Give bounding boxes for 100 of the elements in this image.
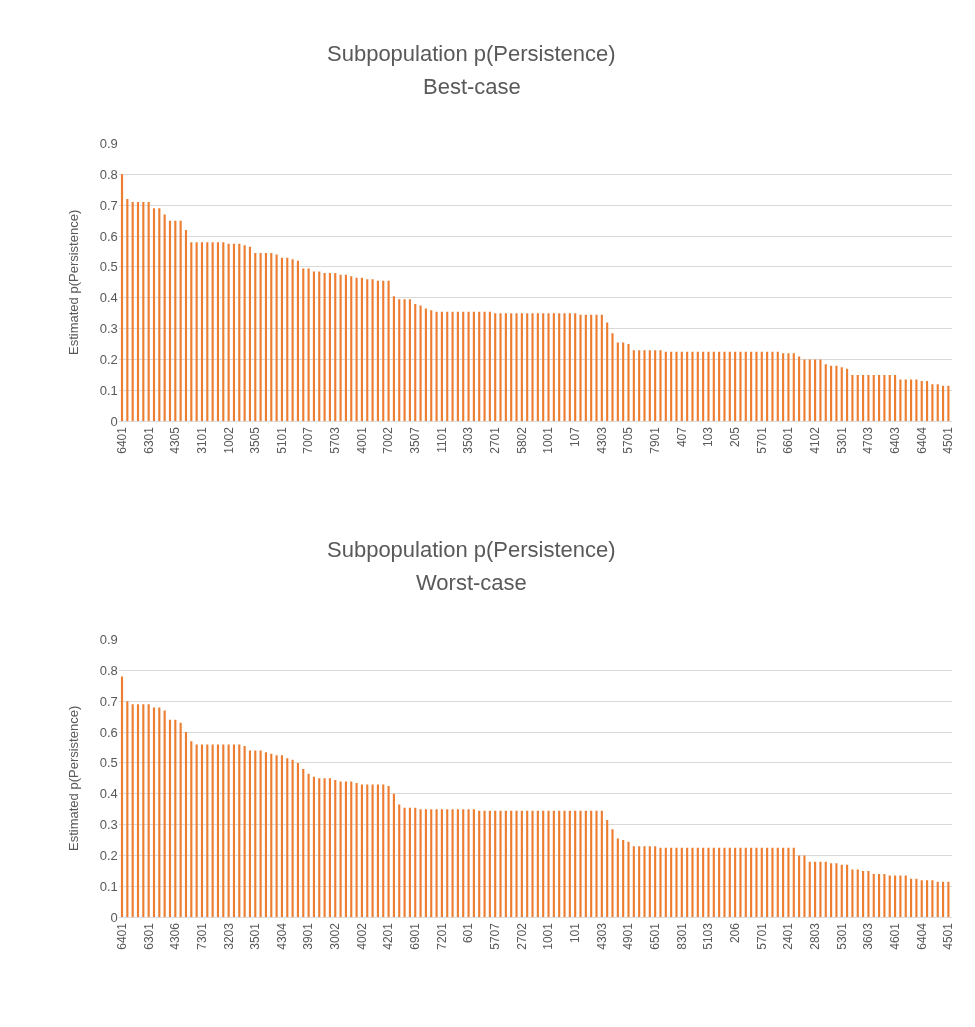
bar (254, 253, 257, 422)
bar (483, 311, 486, 422)
bar (526, 810, 529, 918)
bar (456, 809, 459, 918)
x-tick-label: 205 (728, 426, 743, 448)
x-tick-label: 8301 (674, 922, 689, 950)
bar (510, 810, 513, 918)
bar (728, 847, 731, 918)
bar (744, 847, 747, 918)
bar (926, 880, 929, 918)
x-tick-label: 5701 (754, 922, 769, 950)
y-tick-label: 0.6 (99, 724, 118, 740)
bar (531, 313, 534, 422)
bar (750, 847, 753, 918)
bar (350, 781, 353, 918)
bar (584, 810, 587, 918)
bar (280, 755, 284, 918)
bar (232, 243, 236, 422)
bar (216, 744, 220, 918)
bar (147, 202, 150, 422)
bar (152, 208, 156, 422)
bar (206, 242, 209, 422)
bar (126, 199, 129, 422)
bar (606, 322, 609, 422)
bar (259, 750, 262, 918)
bar (360, 784, 363, 918)
y-tick-label: 0 (110, 413, 118, 429)
x-tick-label: 1002 (221, 426, 236, 454)
bar (136, 202, 140, 422)
y-tick-label: 0.4 (99, 290, 118, 306)
bar (867, 870, 870, 918)
x-tick-label: 4501 (941, 922, 956, 950)
bar (936, 881, 939, 918)
bar (526, 313, 529, 422)
bar (568, 313, 571, 422)
bar (760, 847, 763, 918)
bar (179, 220, 182, 422)
bar (654, 350, 657, 422)
x-tick-label: 6301 (141, 426, 156, 454)
bar (728, 351, 731, 422)
bar (792, 353, 795, 422)
x-tick-label: 3901 (301, 922, 316, 950)
bar (947, 385, 950, 422)
bar (392, 793, 395, 918)
x-tick-label: 4306 (168, 922, 183, 950)
bar (782, 847, 785, 918)
bar (446, 311, 449, 422)
bar (558, 313, 561, 422)
y-axis-title: Estimated p(Persistence) (65, 209, 81, 355)
bar (334, 273, 337, 422)
bar (659, 847, 662, 918)
bar (899, 379, 902, 422)
bar (739, 351, 742, 422)
bar (856, 869, 859, 918)
bar (648, 350, 651, 422)
bar (931, 880, 934, 918)
x-tick-label: 4703 (861, 426, 876, 454)
bar (552, 313, 555, 422)
bar (259, 253, 262, 422)
bar (414, 807, 417, 918)
x-tick-label: 5301 (834, 426, 849, 454)
y-tick-label: 0.1 (99, 878, 118, 894)
bar (275, 254, 278, 422)
bar (574, 810, 577, 918)
bar (659, 350, 662, 422)
x-tick-label: 2702 (514, 922, 529, 950)
bar (643, 846, 646, 918)
bar (787, 353, 790, 422)
x-tick-label: 4201 (381, 922, 396, 950)
bar (403, 807, 406, 918)
bar (920, 880, 923, 918)
bar (670, 351, 673, 422)
bar (243, 245, 246, 422)
bar (435, 311, 438, 422)
bar (798, 356, 801, 422)
bar (814, 861, 817, 918)
bar (515, 313, 518, 422)
x-tick-label: 1001 (541, 922, 556, 950)
bar (840, 864, 843, 918)
bar (803, 359, 806, 422)
bar (451, 311, 454, 422)
bar (403, 299, 406, 422)
x-tick-label: 3203 (221, 922, 236, 950)
bar (435, 809, 438, 918)
bar (643, 350, 646, 422)
bar (590, 314, 593, 422)
bar (872, 374, 875, 422)
y-tick-label: 0.5 (99, 755, 118, 771)
x-tick-label: 5701 (754, 426, 769, 454)
bar (750, 351, 753, 422)
bar (926, 381, 929, 422)
bar (462, 311, 465, 422)
bar (611, 829, 614, 918)
bar (142, 202, 145, 422)
bar (840, 367, 843, 422)
bar (371, 279, 374, 422)
bar (632, 846, 635, 918)
bar (547, 810, 550, 918)
x-tick-label: 6401 (114, 922, 129, 950)
y-tick-label: 0.3 (99, 321, 118, 337)
